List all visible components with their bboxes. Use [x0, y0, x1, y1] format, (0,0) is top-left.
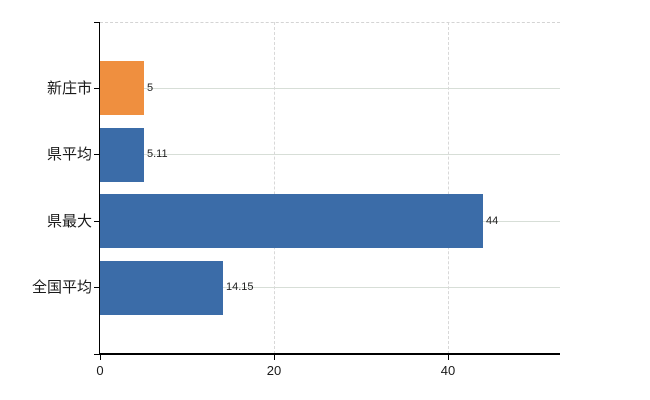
- gridline-horizontal: [100, 287, 560, 289]
- bar-value-label: 44: [486, 214, 499, 227]
- y-axis-tick: [94, 154, 100, 156]
- bar-3: [100, 260, 223, 315]
- category-label: 全国平均: [31, 279, 92, 297]
- x-axis-tick: [99, 355, 101, 360]
- y-axis-end-tick: [94, 21, 100, 23]
- x-axis-tick: [447, 355, 449, 360]
- x-tick-label: 0: [96, 363, 104, 378]
- x-tick-label: 40: [440, 363, 456, 378]
- x-tick-label: 20: [266, 363, 282, 378]
- gridline-vertical-dashed: [273, 22, 275, 354]
- bar-2: [100, 194, 483, 249]
- category-label: 新庄市: [46, 79, 92, 97]
- x-axis-line: [100, 353, 560, 355]
- y-axis-tick: [94, 87, 100, 89]
- category-label: 県最大: [46, 212, 92, 230]
- bar-0: [100, 61, 144, 116]
- bar-1: [100, 127, 144, 182]
- bar-value-label: 14.15: [226, 281, 254, 294]
- x-axis-tick: [273, 355, 275, 360]
- y-axis-line: [99, 22, 100, 354]
- gridline-horizontal: [100, 87, 560, 89]
- y-axis-end-tick: [94, 353, 100, 355]
- gridline-horizontal: [100, 154, 560, 156]
- y-axis-tick: [94, 220, 100, 222]
- plot-top-border-dashed: [100, 21, 560, 23]
- bar-value-label: 5: [147, 81, 154, 94]
- y-axis-tick: [94, 287, 100, 289]
- bar-value-label: 5.11: [147, 148, 168, 161]
- category-label: 県平均: [46, 146, 92, 164]
- gridline-vertical-dashed: [447, 22, 449, 354]
